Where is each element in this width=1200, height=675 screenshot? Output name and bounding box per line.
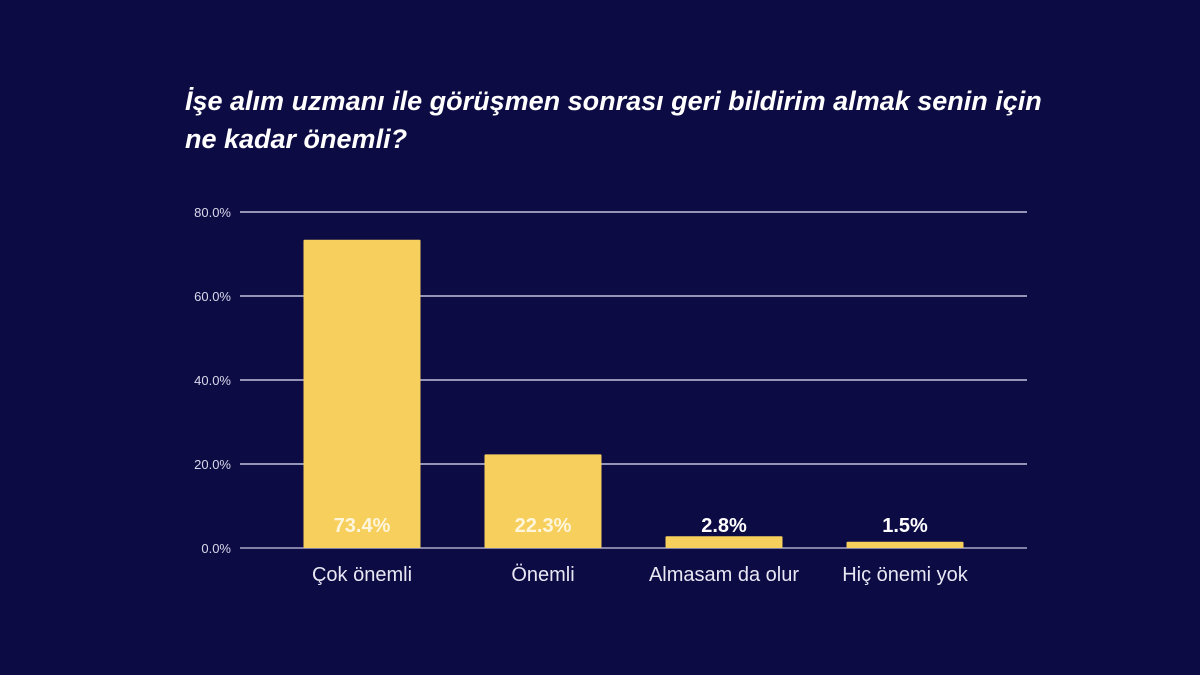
bar (484, 454, 602, 548)
y-tick-label: 20.0% (194, 457, 231, 472)
bar (303, 239, 421, 548)
data-label: 22.3% (515, 515, 572, 537)
y-tick-label: 80.0% (194, 205, 231, 220)
y-tick-label: 60.0% (194, 289, 231, 304)
bar (846, 541, 964, 548)
chart-title: İşe alım uzmanı ile görüşmen sonrası ger… (185, 86, 1042, 154)
category-label: Önemli (511, 564, 574, 586)
category-label: Çok önemli (312, 564, 412, 586)
data-label: 1.5% (882, 515, 928, 537)
y-tick-label: 40.0% (194, 373, 231, 388)
data-label: 2.8% (701, 515, 747, 537)
category-label: Almasam da olur (649, 564, 799, 586)
y-tick-label: 0.0% (201, 541, 231, 556)
category-label: Hiç önemi yok (842, 564, 969, 586)
bar (665, 536, 783, 548)
data-label: 73.4% (334, 515, 391, 537)
